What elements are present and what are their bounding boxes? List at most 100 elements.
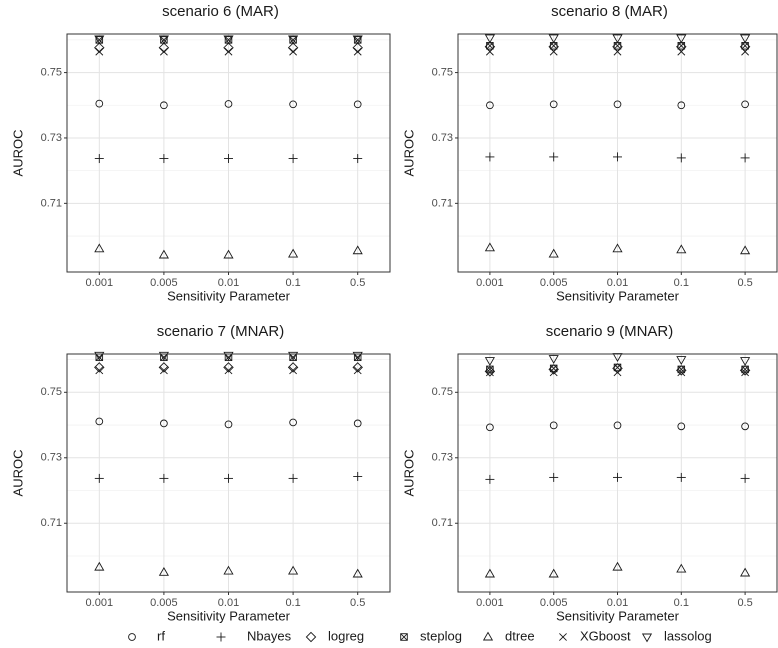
point (549, 472, 559, 482)
x-tick-label: 0.1 (674, 597, 689, 609)
marker-part (484, 568, 495, 578)
point (613, 421, 622, 430)
marker-part (287, 362, 299, 373)
chart-title: scenario 7 (MNAR) (157, 323, 285, 340)
marker-part (223, 42, 234, 53)
x-axis-title: Sensitivity Parameter (556, 288, 679, 303)
y-tick-label: 0.71 (41, 517, 62, 529)
marker-part (223, 35, 234, 45)
point (548, 568, 559, 578)
legend-label: lassolog (664, 628, 712, 643)
point (224, 47, 233, 56)
marker-part (95, 47, 104, 56)
panel-border (66, 33, 391, 273)
point (158, 362, 170, 373)
marker-part (223, 362, 234, 373)
marker-part (740, 34, 751, 44)
point (95, 99, 104, 108)
point (159, 154, 169, 164)
point (676, 356, 687, 365)
point (741, 422, 749, 431)
marker-part (612, 243, 623, 253)
point (158, 566, 169, 576)
point (613, 100, 622, 109)
legend-key (641, 633, 653, 643)
legend-label: dtree (505, 628, 535, 643)
panel-border (457, 353, 778, 593)
marker-part (548, 34, 559, 44)
x-tick-label: 0.001 (476, 597, 504, 609)
x-tick-label: 0.1 (285, 277, 300, 289)
y-tick-label: 0.71 (432, 517, 453, 529)
marker-part (158, 42, 170, 53)
marker-part (158, 351, 169, 361)
marker-part (289, 100, 297, 109)
point (288, 351, 299, 361)
point (485, 47, 494, 56)
marker-part (353, 47, 362, 56)
marker-part (613, 47, 622, 56)
marker-part (223, 351, 234, 361)
point (741, 100, 749, 109)
point (485, 368, 494, 377)
marker-part (740, 357, 751, 366)
marker-part (486, 101, 494, 110)
x-tick-label: 0.1 (285, 597, 300, 609)
x-tick-label: 0.005 (540, 277, 568, 289)
x-axis-title: Sensitivity Parameter (167, 608, 290, 623)
marker-part (741, 100, 749, 109)
y-tick-label: 0.71 (432, 197, 453, 209)
legend-key (216, 632, 226, 642)
y-tick-label: 0.73 (432, 132, 453, 144)
point (224, 420, 233, 429)
point (740, 567, 751, 577)
marker-part (223, 249, 234, 259)
point (741, 47, 750, 56)
point (94, 42, 105, 53)
marker-part (160, 101, 168, 110)
point (353, 154, 363, 164)
marker-part (354, 36, 362, 44)
point (612, 561, 623, 571)
marker-part (741, 42, 749, 50)
marker-part (484, 357, 495, 366)
chart-title: scenario 9 (MNAR) (546, 323, 674, 340)
x-tick-label: 0.1 (674, 277, 689, 289)
point (352, 568, 363, 578)
x-axis-title: Sensitivity Parameter (167, 288, 290, 303)
legend-label: Nbayes (247, 628, 292, 643)
marker-part (224, 420, 233, 429)
legend-label: rf (157, 628, 165, 643)
point (548, 248, 559, 258)
point (352, 42, 363, 53)
marker-part (288, 565, 299, 575)
legend-key (305, 631, 317, 643)
point (484, 242, 495, 252)
marker-part (482, 631, 494, 641)
marker-part (548, 568, 559, 578)
marker-part (677, 368, 686, 377)
marker-part (288, 351, 299, 361)
marker-part (484, 242, 495, 252)
marker-part (159, 47, 168, 56)
point (548, 34, 559, 44)
marker-part (613, 363, 622, 372)
marker-part (559, 633, 567, 641)
x-tick-label: 0.01 (607, 597, 628, 609)
marker-part (95, 366, 104, 375)
marker-part (400, 633, 408, 641)
point (287, 42, 299, 53)
marker-part (548, 248, 559, 258)
marker-part (352, 568, 363, 578)
legend-key (482, 631, 494, 641)
point (484, 34, 495, 44)
y-tick-label: 0.73 (432, 452, 453, 464)
marker-part (485, 47, 494, 56)
point (223, 35, 234, 45)
point (289, 100, 297, 109)
marker-part (741, 422, 749, 431)
point (353, 366, 362, 375)
point (740, 153, 750, 163)
marker-part (288, 35, 299, 45)
marker-part (224, 100, 233, 108)
